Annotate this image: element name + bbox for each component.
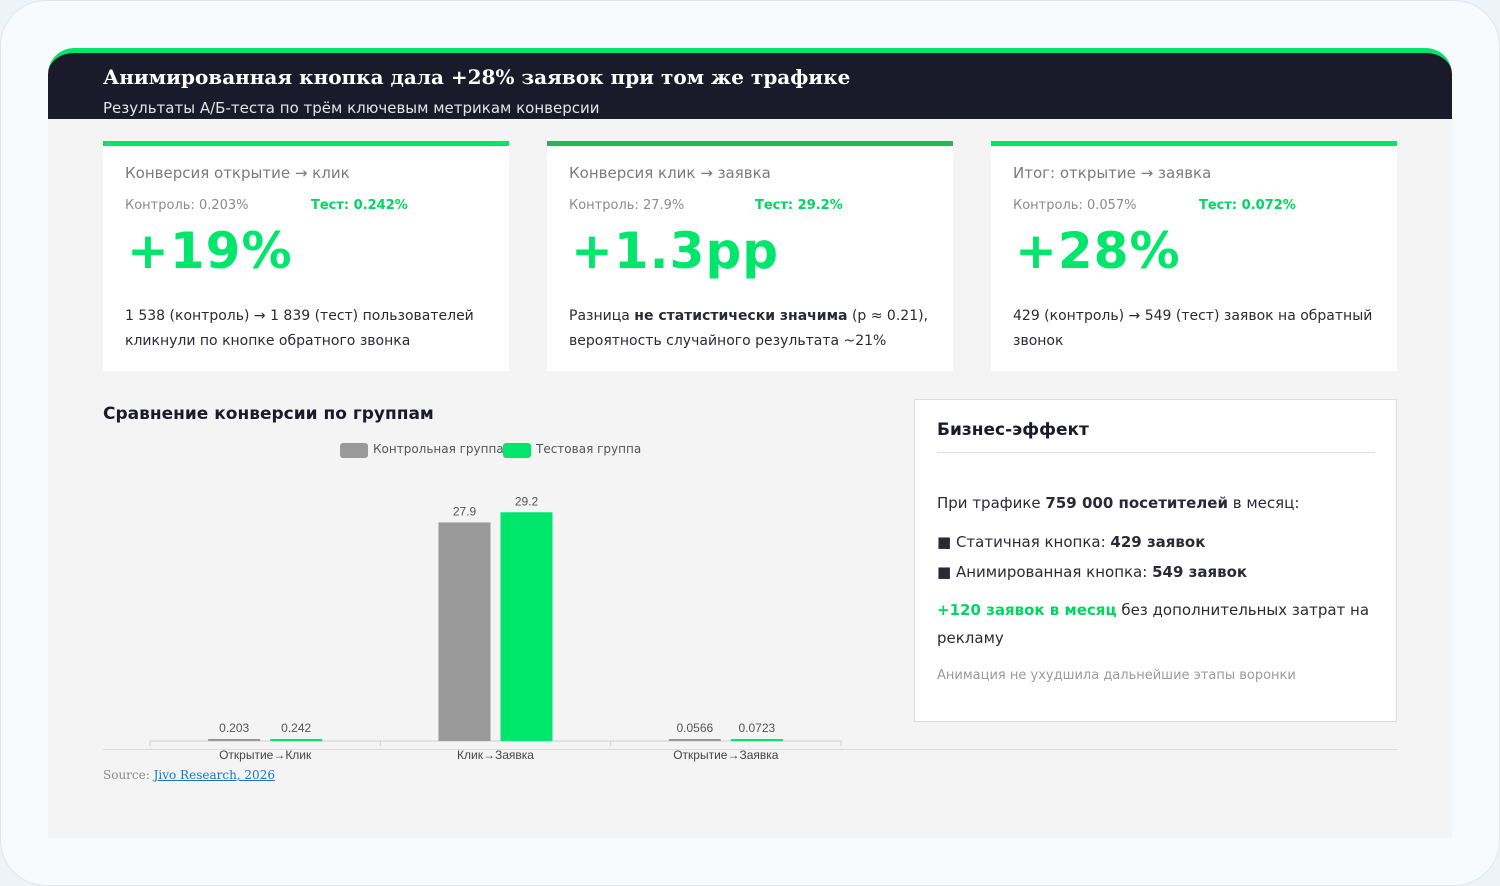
metric-control-value: Контроль: 0.057% — [1013, 198, 1137, 213]
source-label: Source: — [103, 768, 154, 782]
metric-description-text-end: (p ≈ 0.21), вероятность случайного резул… — [569, 308, 929, 349]
metric-title: Конверсия клик → заявка — [569, 164, 771, 182]
animated-button-value: 549 заявок — [1152, 563, 1248, 581]
business-note: Анимация не ухудшила дальнейшие этапы во… — [937, 668, 1296, 683]
traffic-value: 759 000 посетителей — [1045, 494, 1228, 512]
bar-test-0 — [270, 739, 323, 741]
static-button-label: ■ Статичная кнопка: — [937, 533, 1111, 551]
conversion-bar-chart: 0.203 0.242 Открытие→Клик 27.9 29.2 Клик→Заяв… — [149, 494, 842, 762]
bar-control-2 — [668, 739, 721, 741]
bar-value-label: 0.242 — [281, 721, 311, 735]
metric-description: Разница не статистически значима (p ≈ 0.… — [569, 304, 939, 354]
business-divider — [937, 452, 1375, 453]
legend-label-test: Тестовая группа — [536, 442, 642, 456]
x-tick-label: Клик→Заявка — [457, 748, 534, 762]
effect-highlight: +120 заявок в месяц — [937, 601, 1117, 619]
metric-big-number: +19% — [127, 222, 293, 280]
bar-value-label: 0.203 — [219, 721, 249, 735]
static-button-value: 429 заявок — [1110, 533, 1206, 551]
animated-button-label: ■ Анимированная кнопка: — [937, 563, 1153, 581]
business-effect-title: Бизнес-эффект — [937, 420, 1089, 440]
metric-big-number: +1.3pp — [571, 222, 780, 280]
bar-value-label: 27.9 — [453, 504, 477, 518]
bar-value-label: 0.0723 — [738, 721, 775, 735]
page-title: Анимированная кнопка дала +28% заявок пр… — [103, 65, 851, 89]
legend-swatch-test — [503, 443, 531, 458]
metric-description-text: Разница — [569, 308, 635, 324]
bar-value-label: 0.0566 — [676, 721, 713, 735]
traffic-line: При трафике 759 000 посетителей в месяц: — [937, 494, 1299, 512]
animated-button-line: ■ Анимированная кнопка: 549 заявок — [937, 563, 1247, 581]
effect-text: без дополнительных затрат на — [1116, 601, 1370, 619]
business-effect-box: Бизнес-эффект При трафике 759 000 посети… — [914, 399, 1397, 722]
traffic-text-end: в месяц: — [1227, 494, 1300, 512]
metric-control-value: Контроль: 27.9% — [569, 198, 685, 213]
footer-divider — [103, 749, 1397, 750]
metric-control-value: Контроль: 0.203% — [125, 198, 249, 213]
metric-description-emphasis: не статистически значима — [634, 308, 848, 324]
chart-section-title: Сравнение конверсии по группам — [103, 404, 434, 424]
report-header: Анимированная кнопка дала +28% заявок пр… — [48, 48, 1452, 119]
metric-test-value: Тест: 0.072% — [1199, 198, 1296, 213]
x-tick-label: Открытие→Клик — [219, 748, 312, 762]
metric-card-open-lead: Итог: открытие → заявка Контроль: 0.057%… — [991, 141, 1397, 371]
bar-control-1 — [438, 522, 491, 741]
metric-card-click-lead: Конверсия клик → заявка Контроль: 27.9% … — [547, 141, 953, 371]
bar-value-label: 29.2 — [515, 494, 539, 508]
metric-description: 1 538 (контроль) → 1 839 (тест) пользова… — [125, 308, 474, 349]
metric-title: Итог: открытие → заявка — [1013, 164, 1212, 182]
bar-control-0 — [208, 739, 261, 741]
metric-title: Конверсия открытие → клик — [125, 164, 350, 182]
bar-test-2 — [730, 739, 783, 741]
report-panel: Анимированная кнопка дала +28% заявок пр… — [48, 48, 1452, 838]
legend-swatch-control — [340, 443, 368, 458]
static-button-line: ■ Статичная кнопка: 429 заявок — [937, 533, 1205, 551]
source-line: Source: Jivo Research, 2026 — [103, 768, 275, 782]
x-tick-label: Открытие→Заявка — [673, 748, 779, 762]
page-subtitle: Результаты А/Б-теста по трём ключевым ме… — [103, 99, 600, 117]
metric-test-value: Тест: 29.2% — [755, 198, 843, 213]
bar-test-1 — [500, 512, 553, 741]
traffic-text: При трафике — [937, 494, 1046, 512]
effect-line: +120 заявок в месяц без дополнительных з… — [937, 601, 1369, 619]
effect-line-continued: рекламу — [937, 629, 1004, 647]
legend-label-control: Контрольная группа — [373, 442, 504, 456]
metric-test-value: Тест: 0.242% — [311, 198, 408, 213]
metric-card-open-click: Конверсия открытие → клик Контроль: 0.20… — [103, 141, 509, 371]
metric-description: 429 (контроль) → 549 (тест) заявок на об… — [1013, 308, 1373, 349]
metric-big-number: +28% — [1015, 222, 1181, 280]
source-link[interactable]: Jivo Research, 2026 — [153, 768, 275, 782]
